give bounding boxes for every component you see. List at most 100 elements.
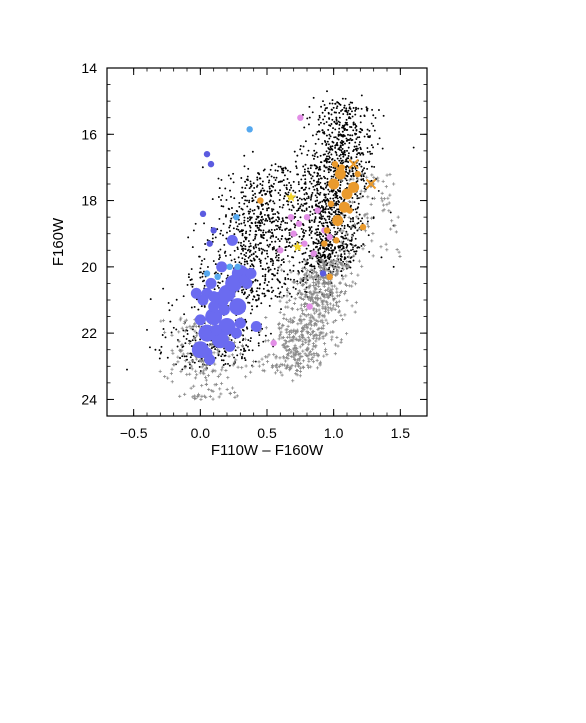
field-star-point xyxy=(341,130,344,133)
field-star-point xyxy=(256,279,259,282)
field-star-point xyxy=(347,155,350,157)
field-star-point xyxy=(348,112,351,115)
field-star-point xyxy=(334,128,337,131)
field-star-point xyxy=(267,280,270,283)
field-star-point xyxy=(354,208,357,211)
field-star-point xyxy=(326,224,329,227)
field-star-point xyxy=(248,212,250,215)
field-star-plus xyxy=(224,368,228,373)
field-star-plus xyxy=(324,260,329,265)
field-star-plus xyxy=(294,350,298,354)
field-star-point xyxy=(288,229,291,232)
field-star-point xyxy=(233,258,236,261)
field-star-point xyxy=(278,218,281,221)
field-star-plus xyxy=(371,254,375,258)
field-star-point xyxy=(230,195,232,198)
field-star-plus xyxy=(315,259,319,263)
field-star-plus xyxy=(311,283,316,288)
field-star-point xyxy=(290,246,292,248)
field-star-point xyxy=(355,145,358,148)
field-star-point xyxy=(239,244,242,247)
field-star-point xyxy=(243,165,246,168)
field-star-plus xyxy=(304,275,308,279)
field-star-point xyxy=(249,180,252,183)
field-star-plus xyxy=(201,363,206,367)
field-star-point xyxy=(317,239,320,242)
field-star-point xyxy=(236,246,239,249)
field-star-point xyxy=(315,238,318,241)
field-star-point xyxy=(345,160,348,163)
field-star-point xyxy=(254,235,257,238)
field-star-plus xyxy=(308,276,312,280)
field-star-point xyxy=(351,110,353,113)
field-star-point xyxy=(190,306,193,309)
field-star-plus xyxy=(294,372,298,376)
field-star-point xyxy=(189,340,192,343)
field-star-point xyxy=(320,233,323,236)
field-star-point xyxy=(352,217,355,220)
field-star-plus xyxy=(286,353,290,357)
highlight-circle xyxy=(204,354,216,366)
field-star-point xyxy=(328,102,331,105)
field-star-point xyxy=(219,232,222,235)
field-star-point xyxy=(275,228,278,231)
field-star-point xyxy=(343,227,346,230)
field-star-plus xyxy=(220,365,225,369)
field-star-point xyxy=(320,214,323,217)
field-star-plus xyxy=(331,306,335,310)
field-star-plus xyxy=(303,295,307,299)
field-star-plus xyxy=(293,297,297,301)
field-star-point xyxy=(324,219,327,221)
field-star-point xyxy=(346,111,349,114)
field-star-point xyxy=(190,268,193,270)
field-star-point xyxy=(361,170,364,173)
field-star-point xyxy=(343,104,346,107)
field-star-point xyxy=(266,255,269,258)
field-star-point xyxy=(325,166,328,169)
field-star-point xyxy=(238,202,241,204)
field-star-point xyxy=(229,177,232,180)
field-star-plus xyxy=(230,353,235,357)
field-star-point xyxy=(268,185,271,188)
highlight-circle xyxy=(238,274,250,286)
field-star-plus xyxy=(226,376,230,380)
field-star-point xyxy=(241,232,244,235)
field-star-point xyxy=(356,147,359,150)
field-star-point xyxy=(309,210,312,213)
field-star-plus xyxy=(311,347,315,351)
field-star-plus xyxy=(321,306,325,311)
field-star-plus xyxy=(308,320,313,324)
field-star-point xyxy=(243,253,246,256)
field-star-plus xyxy=(304,308,308,312)
field-star-plus xyxy=(321,336,325,340)
field-star-point xyxy=(345,186,348,189)
field-star-point xyxy=(261,275,264,278)
field-star-point xyxy=(222,364,225,366)
field-star-point xyxy=(250,305,253,308)
field-star-point xyxy=(259,213,262,216)
field-star-point xyxy=(253,259,256,262)
field-star-plus xyxy=(372,196,376,200)
field-star-plus xyxy=(312,308,316,312)
highlight-circle xyxy=(348,181,360,193)
field-star-point xyxy=(261,180,264,183)
field-star-plus xyxy=(330,294,335,298)
field-star-plus xyxy=(297,335,301,339)
field-star-point xyxy=(300,152,303,155)
field-star-point xyxy=(332,211,335,214)
field-star-point xyxy=(269,260,272,263)
field-star-point xyxy=(345,179,348,182)
field-star-point xyxy=(240,177,243,179)
field-star-plus xyxy=(282,345,286,350)
field-star-point xyxy=(190,352,193,355)
field-star-point xyxy=(355,128,358,131)
field-star-point xyxy=(259,283,262,286)
field-star-point xyxy=(271,232,274,235)
field-star-point xyxy=(146,328,148,331)
field-star-point xyxy=(282,167,285,170)
field-star-plus xyxy=(294,338,298,342)
field-star-point xyxy=(231,213,234,216)
field-star-point xyxy=(254,360,257,363)
field-star-plus xyxy=(330,260,334,264)
field-star-plus xyxy=(344,274,348,278)
